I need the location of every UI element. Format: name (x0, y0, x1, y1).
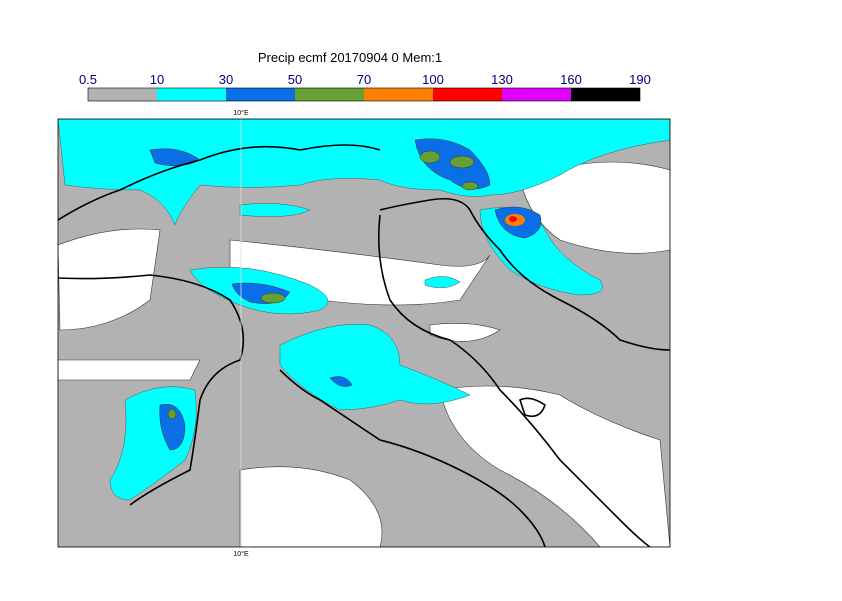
colorbar-segment (502, 88, 571, 101)
lon-label: 10°E (233, 550, 249, 558)
colorbar-label: 30 (219, 72, 233, 87)
colorbar: 0.5 10 30 50 70 100 130 160 190 (79, 72, 651, 102)
colorbar-label: 190 (629, 72, 651, 87)
coastlines (58, 144, 670, 547)
colorbar-label: 70 (357, 72, 371, 87)
colorbar-label: 100 (422, 72, 444, 87)
map-frame (57, 118, 671, 548)
dry-areas (58, 161, 670, 547)
title: Precip ecmf 20170904 0 Mem:1 (258, 50, 442, 65)
colorbar-segment (226, 88, 295, 101)
colorbar-segment (433, 88, 502, 101)
colorbar-label: 50 (288, 72, 302, 87)
colorbar-label: 160 (560, 72, 582, 87)
colorbar-label: 10 (150, 72, 164, 87)
map (58, 119, 670, 547)
colorbar-segment (295, 88, 364, 101)
colorbar-label: 0.5 (79, 72, 97, 87)
rain-10 (58, 119, 670, 501)
colorbar-segment (571, 88, 640, 101)
rain-50 (167, 150, 479, 420)
lon-label: 10°E (233, 109, 249, 117)
colorbar-segment (364, 88, 433, 101)
colorbar-border (87, 87, 641, 102)
rain-100 (509, 216, 517, 222)
colorbar-segment (157, 88, 226, 101)
colorbar-segment (88, 88, 157, 101)
colorbar-label: 130 (491, 72, 513, 87)
